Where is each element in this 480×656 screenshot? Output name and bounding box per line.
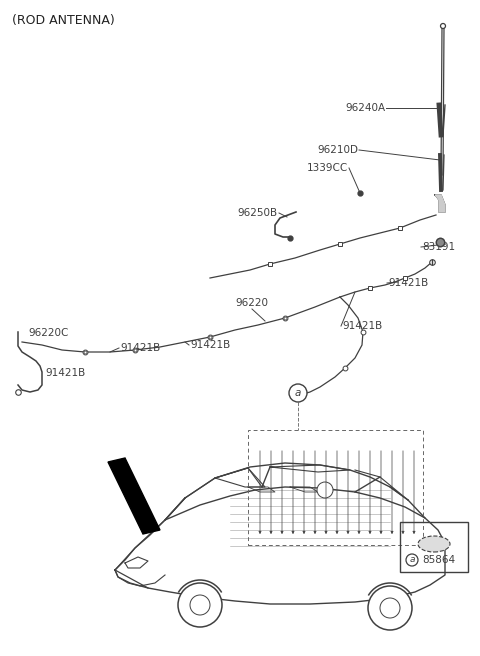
Text: a: a (409, 556, 415, 565)
Ellipse shape (418, 536, 450, 552)
Circle shape (441, 24, 445, 28)
Text: 83191: 83191 (422, 242, 455, 252)
Text: 91421B: 91421B (342, 321, 382, 331)
Polygon shape (108, 458, 160, 534)
Text: 96250B: 96250B (238, 208, 278, 218)
Circle shape (178, 583, 222, 627)
Text: 1339CC: 1339CC (307, 163, 348, 173)
Text: 91421B: 91421B (190, 340, 230, 350)
Text: 96210D: 96210D (317, 145, 358, 155)
Circle shape (406, 554, 418, 566)
Bar (248, 430, 423, 545)
Text: (ROD ANTENNA): (ROD ANTENNA) (12, 14, 115, 27)
Polygon shape (435, 195, 445, 212)
Circle shape (317, 482, 333, 498)
Text: 91421B: 91421B (388, 278, 428, 288)
Circle shape (380, 598, 400, 618)
Circle shape (190, 595, 210, 615)
Text: 91421B: 91421B (45, 368, 85, 378)
Circle shape (368, 586, 412, 630)
Text: 85864: 85864 (422, 555, 455, 565)
Text: 91421B: 91421B (120, 343, 160, 353)
Circle shape (289, 384, 307, 402)
Text: 96220: 96220 (236, 298, 268, 308)
Bar (400, 522, 468, 572)
Text: 96240A: 96240A (345, 103, 385, 113)
Text: 96220C: 96220C (28, 328, 68, 338)
Text: a: a (295, 388, 301, 398)
